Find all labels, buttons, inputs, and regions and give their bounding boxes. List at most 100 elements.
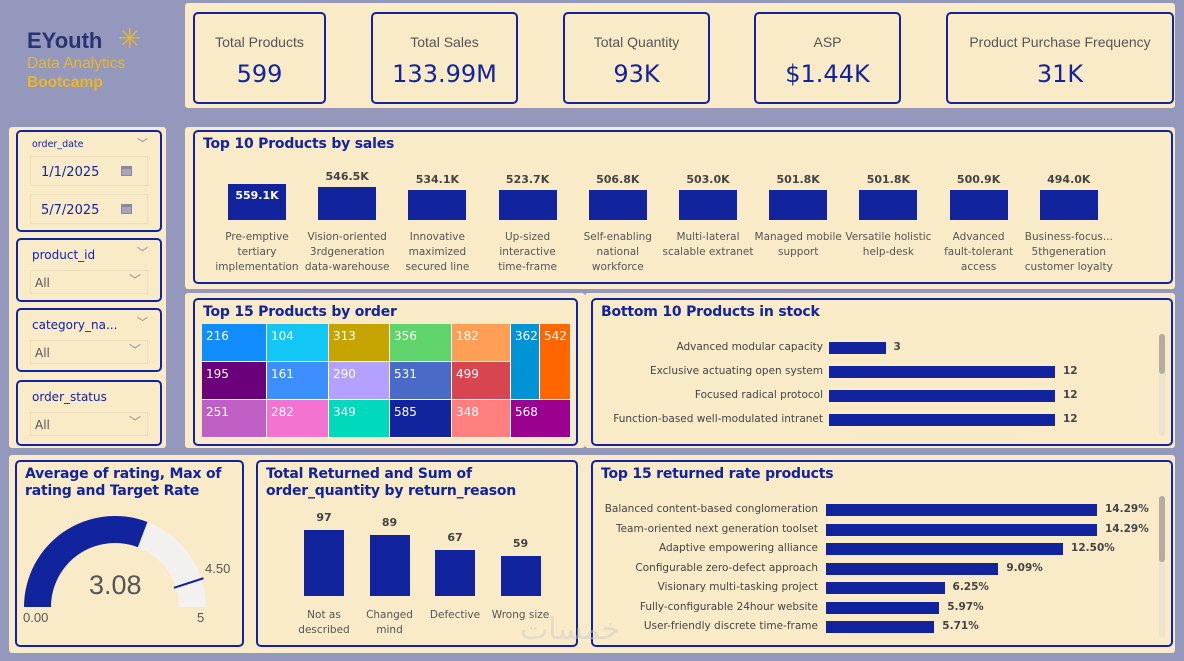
slicer-title: order_status	[32, 390, 107, 404]
return-reason-bar[interactable]	[304, 530, 344, 596]
sales-bar[interactable]	[769, 190, 828, 220]
treemap-tile[interactable]: 282	[267, 400, 329, 438]
sales-bar[interactable]	[588, 190, 647, 220]
top10-sales-chart: Top 10 Products by sales 559.1K Pre-empti…	[193, 130, 1173, 284]
return-reason-bar[interactable]	[369, 535, 410, 596]
rating-gauge: Average of rating, Max of rating and Tar…	[15, 460, 244, 647]
return-rate-data-label: 6.25%	[952, 581, 989, 593]
return-reason-category-label: Defective	[420, 608, 490, 623]
sales-bar[interactable]	[408, 189, 467, 220]
label-line: time-frame	[498, 261, 557, 273]
sales-bar[interactable]	[1039, 190, 1098, 220]
slicer-category-name: category_na... ﹀ All ﹀	[16, 308, 162, 372]
treemap-tile[interactable]: 499	[452, 362, 511, 400]
sales-category-label: Versatile holistic help-desk	[840, 230, 936, 260]
return-reason-bar[interactable]	[435, 550, 475, 596]
scrollbar-track[interactable]	[1159, 496, 1165, 638]
chart-title: Bottom 10 Products in stock	[601, 304, 820, 320]
treemap-tile[interactable]: 568	[511, 400, 571, 438]
gauge-target-marker	[173, 577, 204, 589]
stock-bar[interactable]	[829, 414, 1055, 426]
chevron-down-icon[interactable]: ﹀	[137, 316, 148, 329]
product-id-dropdown[interactable]: All ﹀	[30, 270, 148, 294]
return-rate-bar[interactable]	[826, 562, 999, 575]
label-line: Vision-oriented	[307, 231, 387, 243]
label-line: Pre-emptive	[225, 231, 289, 243]
stock-bar[interactable]	[829, 366, 1055, 378]
calendar-icon[interactable]	[121, 166, 132, 176]
stock-bar[interactable]	[829, 390, 1055, 402]
stock-data-label: 3	[893, 341, 901, 353]
label-line: secured line	[405, 261, 470, 273]
category-name-dropdown[interactable]: All ﹀	[30, 340, 148, 364]
scrollbar-thumb[interactable]	[1159, 334, 1165, 374]
label-line: Innovative	[409, 231, 465, 243]
sales-category-label: Business-focus... 5thgeneration customer l…	[1021, 230, 1117, 275]
return-reason-category-label: Not as described	[289, 608, 359, 638]
return-rate-bar[interactable]	[826, 523, 1097, 536]
treemap-tile[interactable]: 251	[202, 400, 267, 438]
scrollbar-thumb[interactable]	[1159, 496, 1165, 562]
sales-bar[interactable]	[318, 186, 377, 220]
sales-data-label: 523.7K	[505, 173, 550, 186]
label-line: Versatile holistic	[845, 231, 932, 243]
treemap-tile[interactable]: 195	[202, 362, 267, 400]
stock-bar[interactable]	[829, 342, 886, 354]
return-rate-category-label: Visionary multi-tasking project	[657, 581, 818, 593]
treemap-tile[interactable]: 362	[511, 324, 540, 400]
logo-subtitle-line2: Bootcamp	[27, 74, 103, 91]
label-line: fault-tolerant	[944, 246, 1014, 258]
slicer-order-date: order_date ﹀ 1/1/2025 5/7/2025	[16, 130, 162, 232]
return-rate-bar[interactable]	[826, 504, 1097, 516]
return-rate-bar[interactable]	[826, 543, 1064, 555]
treemap-tile[interactable]: 542	[540, 324, 571, 400]
scrollbar-track[interactable]	[1159, 334, 1165, 436]
start-date-input[interactable]: 1/1/2025	[30, 156, 148, 186]
return-reason-data-label: 67	[447, 531, 463, 545]
chevron-down-icon[interactable]: ﹀	[137, 246, 148, 259]
sales-category-label: Up-sized interactive time-frame	[480, 230, 576, 275]
chevron-down-icon: ﹀	[128, 343, 141, 357]
treemap-tile[interactable]: 104	[267, 324, 329, 362]
kpi-card-asp: ASP $1.44K	[754, 12, 901, 104]
dropdown-value: All	[35, 276, 50, 290]
watermark: خمسات	[520, 612, 621, 647]
end-date-input[interactable]: 5/7/2025	[30, 194, 148, 224]
gauge-svg	[24, 516, 206, 607]
return-rate-category-label: Configurable zero-defect approach	[635, 561, 818, 574]
chevron-down-icon[interactable]: ﹀	[137, 137, 148, 150]
treemap-tile[interactable]: 531	[390, 362, 452, 400]
label-line: Advanced	[952, 231, 1005, 243]
return-reason-bar[interactable]	[500, 555, 541, 596]
treemap-tile[interactable]: 585	[390, 400, 452, 438]
calendar-icon[interactable]	[121, 204, 132, 214]
return-rate-bar[interactable]	[826, 621, 935, 633]
treemap-tile[interactable]: 182	[452, 324, 511, 362]
return-rate-bar[interactable]	[826, 601, 940, 614]
treemap-tile[interactable]: 349	[329, 400, 390, 438]
sales-bar[interactable]	[228, 184, 286, 220]
treemap-tile[interactable]: 348	[452, 400, 511, 438]
kpi-label: Total Products	[215, 34, 304, 50]
chart-title: Top 15 returned rate products	[601, 466, 834, 482]
label-line: Multi-lateral	[676, 231, 740, 243]
kpi-value: 31K	[1036, 60, 1084, 88]
sales-bar[interactable]	[679, 190, 737, 220]
treemap-tile[interactable]: 161	[267, 362, 329, 400]
return-rate-bar[interactable]	[826, 582, 945, 594]
treemap-tile[interactable]: 313	[329, 324, 390, 362]
order-status-dropdown[interactable]: All ﹀	[30, 412, 148, 436]
sales-bar[interactable]	[498, 190, 557, 220]
treemap-tile[interactable]: 216	[202, 324, 267, 362]
return-rate-data-label: 5.71%	[942, 620, 979, 632]
slicer-product-id: product_id ﹀ All ﹀	[16, 238, 162, 302]
label-line: 3rdgeneration	[309, 246, 385, 258]
gauge-max-label: 5	[197, 610, 205, 625]
sales-bar[interactable]	[859, 190, 918, 220]
sales-bar[interactable]	[949, 190, 1008, 220]
treemap-tile[interactable]: 356	[390, 324, 452, 362]
treemap-tile[interactable]: 290	[329, 362, 390, 400]
stock-data-label: 12	[1063, 413, 1078, 425]
gauge-value: 3.08	[89, 570, 142, 600]
label-line: Defective	[429, 609, 481, 621]
